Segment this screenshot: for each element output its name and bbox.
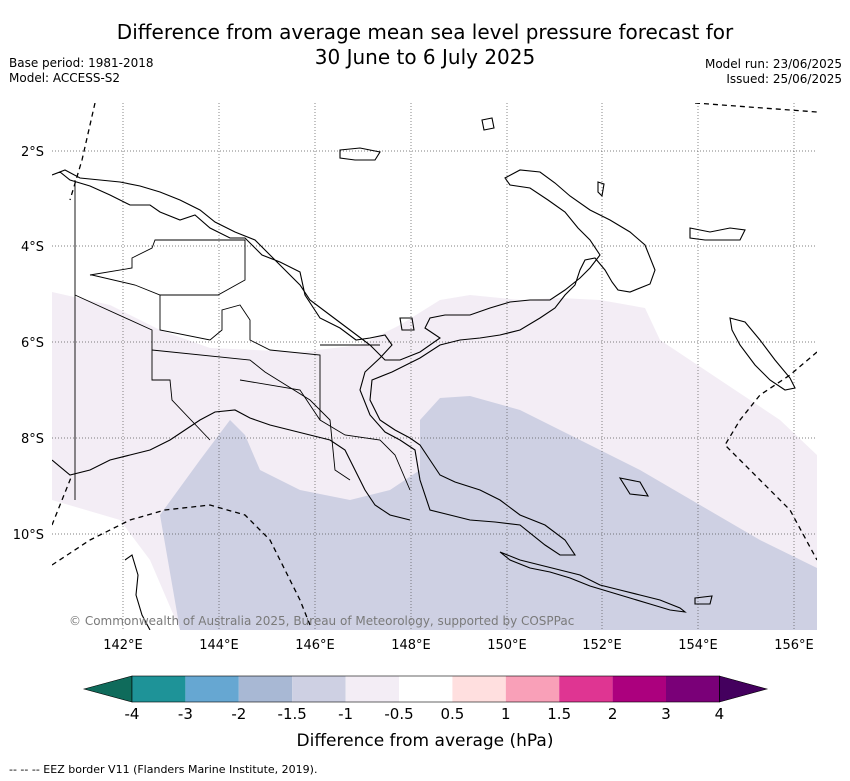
colorbar-swatch-9 [559, 676, 613, 702]
cb-label-minus-0-5: -0.5 [384, 705, 414, 723]
lon-label-152e: 152°E [582, 638, 622, 653]
map-area [52, 103, 817, 630]
colorbar-swatch-5 [345, 676, 399, 702]
lon-label-150e: 150°E [487, 638, 527, 653]
new-britain-coast [689, 227, 746, 241]
meta-right: Model run: 23/06/2025 Issued: 25/06/2025 [705, 57, 842, 87]
lon-label-156e: 156°E [774, 638, 814, 653]
issued-date: Issued: 25/06/2025 [726, 72, 842, 86]
cb-label-minus-4: -4 [124, 705, 140, 723]
new-guinea-coast [52, 169, 656, 556]
title-line-2: 30 June to 6 July 2025 [314, 45, 536, 69]
model-name: Model: ACCESS-S2 [9, 71, 121, 85]
cb-label-4: 4 [714, 705, 725, 723]
cb-label-minus-2: -2 [231, 705, 247, 723]
cb-label-1: 1 [501, 705, 511, 723]
colorbar-extend-high [719, 675, 769, 703]
cb-label-0-5: 0.5 [440, 705, 465, 723]
cb-label-minus-1: -1 [338, 705, 354, 723]
colorbar-title: Difference from average (hPa) [296, 731, 554, 751]
title-line-1: Difference from average mean sea level p… [116, 20, 734, 44]
model-run: Model run: 23/06/2025 [704, 57, 842, 71]
bougainville-coast [729, 317, 796, 391]
colorbar-swatch-3 [238, 676, 293, 702]
gridlines [52, 103, 817, 630]
lat-label-4s: 4°S [21, 240, 44, 255]
cb-label-3: 3 [661, 705, 671, 723]
colorbar-swatch-1 [132, 676, 186, 702]
north-islands [339, 117, 713, 605]
cb-label-2: 2 [607, 705, 618, 723]
cb-label-minus-3: -3 [177, 705, 193, 723]
lat-label-2s: 2°S [21, 145, 44, 160]
cape-york-coast [124, 554, 151, 630]
colorbar-swatch-4 [292, 676, 346, 702]
louisiade-coast [499, 551, 687, 613]
colorbar-swatch-6 [399, 676, 453, 702]
colorbar-swatch-8 [505, 676, 560, 702]
lon-tick-labels: 142°E 144°E 146°E 148°E 150°E 152°E 154°… [103, 638, 814, 653]
meta-left: Base period: 1981-2018 Model: ACCESS-S2 [9, 56, 154, 86]
lat-label-8s: 8°S [21, 432, 44, 447]
lon-label-144e: 144°E [199, 638, 239, 653]
gulf-coast [52, 409, 411, 521]
lon-label-148e: 148°E [391, 638, 431, 653]
lat-label-6s: 6°S [21, 336, 44, 351]
lat-tick-labels: 2°S 4°S 6°S 8°S 10°S [13, 145, 44, 543]
coastlines [52, 117, 796, 630]
colorbar-swatch-11 [666, 676, 720, 702]
colorbar-outline [131, 675, 720, 703]
shade-mid-region [160, 396, 817, 630]
cb-label-1-5: 1.5 [547, 705, 572, 723]
colorbar-swatch-2 [185, 676, 239, 702]
lon-label-142e: 142°E [103, 638, 143, 653]
eez-legend: -- -- -- EEZ border V11 (Flanders Marine… [9, 763, 318, 776]
colorbar-extend-low [82, 675, 133, 703]
colorbar-swatch-7 [452, 676, 506, 702]
cb-label-minus-1-5: -1.5 [277, 705, 307, 723]
map-title: Difference from average mean sea level p… [0, 20, 850, 70]
eez-borders [52, 103, 817, 626]
copyright-notice: © Commonwealth of Australia 2025, Bureau… [69, 614, 575, 628]
base-period: Base period: 1981-2018 [9, 56, 154, 70]
lon-label-154e: 154°E [678, 638, 718, 653]
colorbar [82, 675, 769, 703]
lon-label-146e: 146°E [295, 638, 335, 653]
colorbar-swatch-10 [612, 676, 666, 702]
lat-label-10s: 10°S [13, 528, 44, 543]
province-borders [74, 180, 411, 500]
